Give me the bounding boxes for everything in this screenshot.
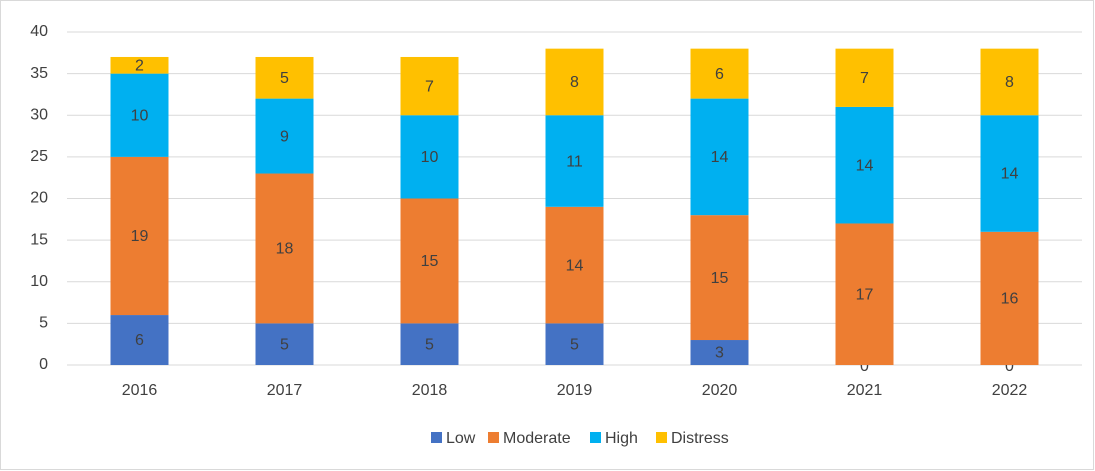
- data-label: 7: [425, 78, 434, 95]
- legend-swatch: [656, 432, 667, 443]
- bar-segment: [690, 340, 749, 365]
- data-label: 3: [715, 345, 724, 362]
- bar-segment: [980, 231, 1039, 365]
- legend-label: Distress: [671, 430, 729, 447]
- data-label: 9: [280, 128, 289, 145]
- y-tick-label: 40: [30, 23, 48, 40]
- y-tick-label: 10: [30, 273, 48, 290]
- bar-segment: [545, 206, 604, 324]
- bar-segment: [110, 315, 169, 365]
- data-label: 14: [1001, 166, 1019, 183]
- x-tick-label: 2021: [847, 382, 883, 399]
- bar-segment: [835, 48, 894, 107]
- bar-segment: [110, 156, 169, 316]
- bar-segment: [980, 115, 1039, 232]
- data-label: 5: [425, 336, 434, 353]
- data-label: 14: [711, 149, 729, 166]
- y-tick-label: 35: [30, 65, 48, 82]
- data-label: 5: [280, 70, 289, 87]
- bar-segment: [400, 323, 459, 365]
- bar-segment: [690, 215, 749, 341]
- legend-swatch: [431, 432, 442, 443]
- data-label: 10: [421, 149, 439, 166]
- bar-segment: [545, 48, 604, 116]
- bar-segment: [110, 73, 169, 157]
- x-tick-label: 2019: [557, 382, 593, 399]
- x-tick-label: 2022: [992, 382, 1028, 399]
- bar-segment: [400, 115, 459, 199]
- bar-segment: [400, 56, 459, 116]
- data-label: 19: [131, 228, 149, 245]
- data-label: 17: [856, 286, 874, 303]
- data-label: 16: [1001, 291, 1019, 308]
- bar-segment: [835, 106, 894, 224]
- y-tick-label: 30: [30, 106, 48, 123]
- bar-segment: [110, 56, 169, 74]
- x-tick-label: 2020: [702, 382, 738, 399]
- x-tick-label: 2016: [122, 382, 158, 399]
- data-label: 7: [860, 70, 869, 87]
- bar-segment: [400, 198, 459, 324]
- data-label: 10: [131, 107, 149, 124]
- bar-segment: [255, 98, 314, 174]
- data-label: 14: [566, 257, 584, 274]
- bar-segment: [255, 323, 314, 365]
- legend-label: High: [605, 430, 638, 447]
- data-label: 5: [570, 336, 579, 353]
- data-label: 8: [570, 74, 579, 91]
- data-label: 18: [276, 241, 294, 258]
- bar-segment: [255, 56, 314, 99]
- bar-segment: [980, 48, 1039, 116]
- legend-swatch: [590, 432, 601, 443]
- data-label: 15: [711, 270, 729, 287]
- data-label: 6: [715, 66, 724, 83]
- legend-label: Moderate: [503, 430, 571, 447]
- data-label: 11: [566, 153, 583, 170]
- y-tick-label: 25: [30, 148, 48, 165]
- bar-segment: [255, 173, 314, 324]
- data-label: 15: [421, 253, 439, 270]
- x-tick-label: 2017: [267, 382, 303, 399]
- data-label: 2: [135, 58, 144, 75]
- legend-label: Low: [446, 430, 476, 447]
- bar-segment: [835, 223, 894, 365]
- y-tick-label: 20: [30, 190, 48, 207]
- data-label: 5: [280, 336, 289, 353]
- bar-segment: [690, 98, 749, 216]
- bar-segment: [545, 323, 604, 365]
- bar-segment: [545, 115, 604, 207]
- legend-swatch: [488, 432, 499, 443]
- data-label: 0: [1005, 358, 1014, 375]
- data-label: 14: [856, 157, 874, 174]
- bar-segment: [690, 48, 749, 99]
- y-tick-label: 15: [30, 231, 48, 248]
- x-tick-label: 2018: [412, 382, 448, 399]
- data-label: 8: [1005, 74, 1014, 91]
- y-tick-label: 5: [39, 315, 48, 332]
- data-label: 0: [860, 358, 869, 375]
- y-tick-label: 0: [39, 356, 48, 373]
- data-label: 6: [135, 332, 144, 349]
